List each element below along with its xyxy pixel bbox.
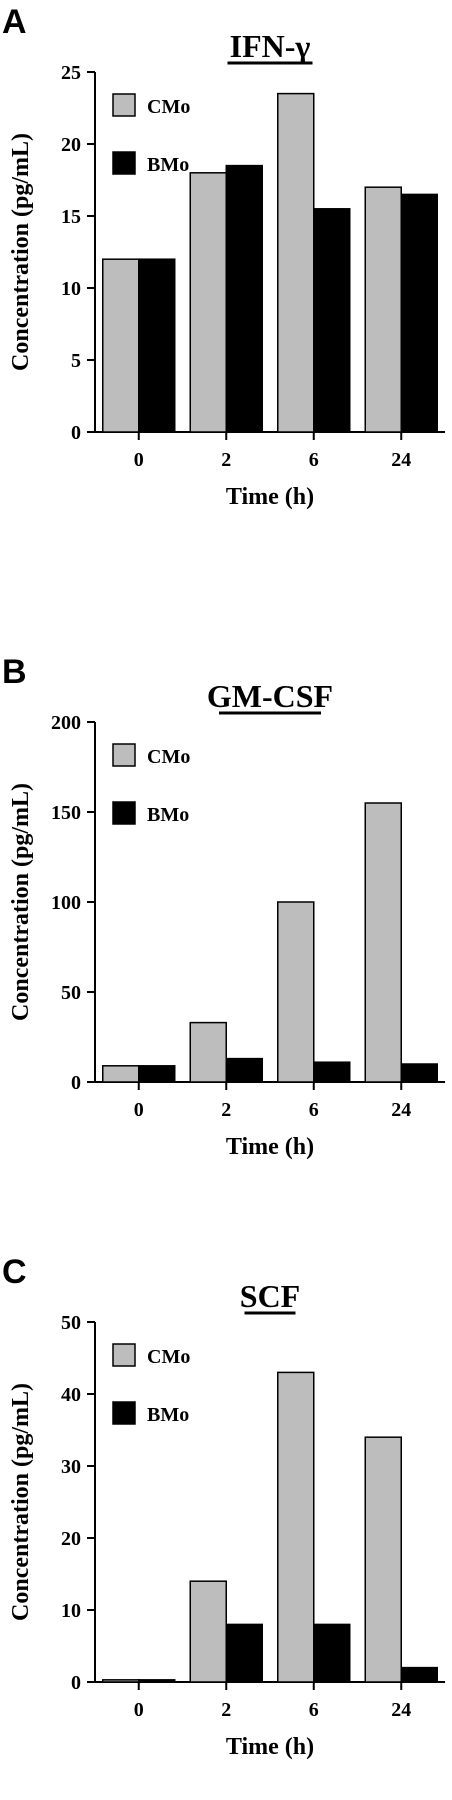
bar-bmo-2 xyxy=(225,1057,263,1083)
legend-swatch-cmo xyxy=(112,93,136,117)
legend-label-cmo: CMo xyxy=(147,746,190,768)
y-tick-label: 10 xyxy=(61,1600,81,1622)
bar-cmo-24 xyxy=(364,802,402,1083)
x-tick-label: 2 xyxy=(221,1699,231,1721)
x-tick-label: 0 xyxy=(134,1699,144,1721)
x-tick-label: 2 xyxy=(221,1099,231,1121)
legend-label-bmo: BMo xyxy=(147,804,189,826)
y-tick-label: 50 xyxy=(61,1312,81,1334)
bar-cmo-6 xyxy=(277,901,315,1083)
x-tick-label: 0 xyxy=(134,1099,144,1121)
y-axis-label: Concentration (pg/mL) xyxy=(8,133,34,371)
bar-bmo-0 xyxy=(138,1679,176,1683)
y-axis-label: Concentration (pg/mL) xyxy=(8,1383,34,1621)
bar-cmo-24 xyxy=(364,1436,402,1683)
bar-cmo-6 xyxy=(277,1371,315,1683)
x-tick-label: 6 xyxy=(309,1099,319,1121)
bar-cmo-0 xyxy=(102,258,140,433)
bar-bmo-2 xyxy=(225,164,263,433)
panel-letter: B xyxy=(2,653,27,691)
panel-letter: A xyxy=(2,3,27,41)
x-tick-label: 24 xyxy=(391,449,411,471)
y-tick-label: 50 xyxy=(61,982,81,1004)
legend-label-bmo: BMo xyxy=(147,154,189,176)
bar-bmo-6 xyxy=(313,208,351,433)
bar-cmo-0 xyxy=(102,1065,140,1083)
y-tick-label: 20 xyxy=(61,134,81,156)
legend-label-cmo: CMo xyxy=(147,1346,190,1368)
x-axis-label: Time (h) xyxy=(226,1734,314,1760)
x-tick-label: 6 xyxy=(309,449,319,471)
y-tick-label: 5 xyxy=(71,350,81,372)
bar-cmo-2 xyxy=(189,1580,227,1683)
x-tick-label: 6 xyxy=(309,1699,319,1721)
bar-cmo-6 xyxy=(277,92,315,433)
chart-panel-b: B GM-CSF Concentration (pg/mL) 0 50 100 150 200… xyxy=(2,653,445,1160)
x-tick-label: 0 xyxy=(134,449,144,471)
bar-bmo-24 xyxy=(400,1063,438,1083)
y-tick-label: 150 xyxy=(51,802,81,824)
legend-swatch-bmo xyxy=(112,151,136,175)
legend-swatch-bmo xyxy=(112,1401,136,1425)
bar-cmo-2 xyxy=(189,172,227,433)
bar-bmo-0 xyxy=(138,258,176,433)
bar-bmo-6 xyxy=(313,1061,351,1083)
legend-swatch-cmo xyxy=(112,1343,136,1367)
legend-label-bmo: BMo xyxy=(147,1404,189,1426)
y-tick-label: 25 xyxy=(61,62,81,84)
x-tick-label: 2 xyxy=(221,449,231,471)
bar-bmo-2 xyxy=(225,1623,263,1683)
x-axis-label: Time (h) xyxy=(226,484,314,510)
y-tick-label: 0 xyxy=(71,1072,81,1094)
y-tick-label: 20 xyxy=(61,1528,81,1550)
y-tick-label: 10 xyxy=(61,278,81,300)
x-tick-label: 24 xyxy=(391,1699,411,1721)
bar-cmo-2 xyxy=(189,1021,227,1083)
bar-bmo-0 xyxy=(138,1065,176,1083)
y-axis-label: Concentration (pg/mL) xyxy=(8,783,34,1021)
bar-bmo-24 xyxy=(400,193,438,433)
legend-swatch-bmo xyxy=(112,801,136,825)
y-tick-label: 0 xyxy=(71,422,81,444)
chart-title: IFN-γ xyxy=(230,28,311,64)
y-tick-label: 40 xyxy=(61,1384,81,1406)
y-tick-label: 0 xyxy=(71,1672,81,1694)
bar-cmo-24 xyxy=(364,186,402,433)
bar-cmo-0 xyxy=(102,1679,140,1683)
bar-bmo-6 xyxy=(313,1623,351,1683)
x-tick-label: 24 xyxy=(391,1099,411,1121)
x-axis-label: Time (h) xyxy=(226,1134,314,1160)
chart-title: SCF xyxy=(240,1278,300,1314)
y-tick-label: 15 xyxy=(61,206,81,228)
legend-label-cmo: CMo xyxy=(147,96,190,118)
legend-swatch-cmo xyxy=(112,743,136,767)
panel-letter: C xyxy=(2,1253,27,1291)
y-tick-label: 100 xyxy=(51,892,81,914)
chart-title: GM-CSF xyxy=(207,678,333,714)
chart-panel-a: A IFN-γ Concentration (pg/mL) 0 5 10 15 20 25 0 2 6… xyxy=(2,3,445,510)
bar-bmo-24 xyxy=(400,1666,438,1683)
chart-panel-c: C SCF Concentration (pg/mL) 0 10 20 30 40 50 0 2 6 2… xyxy=(2,1253,445,1760)
y-tick-label: 200 xyxy=(51,712,81,734)
y-tick-label: 30 xyxy=(61,1456,81,1478)
